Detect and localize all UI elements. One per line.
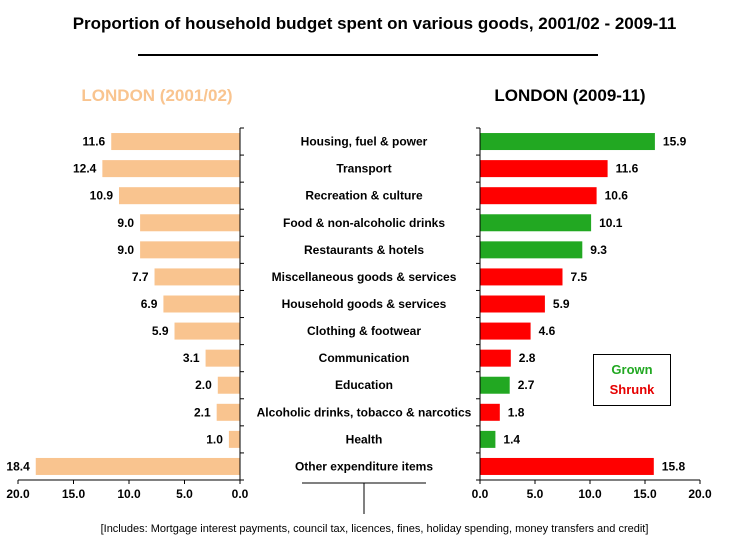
footnote: [Includes: Mortgage interest payments, c… bbox=[100, 523, 649, 535]
right-bar-value-label: 10.1 bbox=[599, 216, 623, 230]
category-label: Education bbox=[335, 378, 393, 392]
right-x-tick-label: 10.0 bbox=[578, 487, 602, 501]
right-x-tick-label: 0.0 bbox=[472, 487, 489, 501]
right-bar-value-label: 10.6 bbox=[605, 189, 629, 203]
right-bar-value-label: 1.8 bbox=[508, 405, 525, 419]
right-bar-value-label: 9.3 bbox=[590, 243, 607, 257]
category-label: Clothing & footwear bbox=[307, 324, 421, 338]
title-divider bbox=[138, 54, 598, 56]
left-bar bbox=[217, 376, 240, 394]
left-bar-value-label: 10.9 bbox=[90, 189, 114, 203]
category-label: Other expenditure items bbox=[295, 459, 433, 473]
left-bar bbox=[119, 187, 240, 205]
category-label: Health bbox=[346, 432, 383, 446]
left-panel-header: LONDON (2001/02) bbox=[81, 86, 233, 105]
right-bar bbox=[480, 187, 597, 205]
left-bar bbox=[102, 160, 240, 178]
left-bar bbox=[111, 133, 241, 151]
left-bar bbox=[140, 241, 240, 259]
right-bar bbox=[480, 241, 583, 259]
left-bar bbox=[163, 295, 240, 313]
left-bar-value-label: 1.0 bbox=[206, 432, 223, 446]
right-bar bbox=[480, 457, 654, 475]
category-label: Housing, fuel & power bbox=[301, 135, 428, 149]
left-bar bbox=[205, 349, 240, 367]
right-bar-value-label: 2.7 bbox=[518, 378, 535, 392]
left-x-tick-label: 5.0 bbox=[176, 487, 193, 501]
right-bar bbox=[480, 160, 608, 178]
right-bar bbox=[480, 295, 545, 313]
left-bar-value-label: 2.0 bbox=[195, 378, 212, 392]
left-bar-value-label: 3.1 bbox=[183, 351, 200, 365]
category-label: Recreation & culture bbox=[305, 189, 423, 203]
legend-box: Grown Shrunk bbox=[593, 354, 671, 406]
category-label: Miscellaneous goods & services bbox=[272, 270, 457, 284]
right-x-tick-label: 20.0 bbox=[688, 487, 712, 501]
category-label: Household goods & services bbox=[282, 297, 447, 311]
left-bar bbox=[216, 403, 240, 421]
left-bar bbox=[174, 322, 240, 340]
right-bar bbox=[480, 430, 496, 448]
right-bar-value-label: 7.5 bbox=[571, 270, 588, 284]
legend-grown-label: Grown bbox=[611, 362, 653, 377]
left-bar bbox=[140, 214, 240, 232]
right-bar-value-label: 1.4 bbox=[503, 432, 520, 446]
right-bar bbox=[480, 133, 655, 151]
left-bar-value-label: 11.6 bbox=[83, 135, 106, 149]
right-bar bbox=[480, 403, 500, 421]
right-bar-value-label: 15.8 bbox=[662, 459, 686, 473]
legend-shrunk-label: Shrunk bbox=[609, 382, 655, 397]
left-bar-value-label: 12.4 bbox=[73, 162, 97, 176]
right-panel-header: LONDON (2009-11) bbox=[494, 86, 646, 105]
left-bar bbox=[228, 430, 240, 448]
left-bar-value-label: 2.1 bbox=[194, 405, 211, 419]
category-label: Restaurants & hotels bbox=[304, 243, 424, 257]
left-bar-value-label: 5.9 bbox=[152, 324, 169, 338]
right-bar-value-label: 15.9 bbox=[663, 135, 687, 149]
right-bar-value-label: 11.6 bbox=[616, 162, 639, 176]
right-bar bbox=[480, 268, 563, 286]
category-label: Transport bbox=[336, 162, 391, 176]
right-x-tick-label: 15.0 bbox=[633, 487, 657, 501]
right-x-tick-label: 5.0 bbox=[527, 487, 544, 501]
right-bar bbox=[480, 322, 531, 340]
right-bar-value-label: 5.9 bbox=[553, 297, 570, 311]
category-label: Communication bbox=[319, 351, 410, 365]
category-label: Food & non-alcoholic drinks bbox=[283, 216, 445, 230]
left-x-tick-label: 15.0 bbox=[62, 487, 86, 501]
right-bar bbox=[480, 376, 510, 394]
left-bar bbox=[154, 268, 240, 286]
right-bar bbox=[480, 214, 592, 232]
left-bar bbox=[35, 457, 241, 475]
left-x-tick-label: 20.0 bbox=[6, 487, 30, 501]
left-bar-value-label: 6.9 bbox=[141, 297, 158, 311]
right-bar-value-label: 4.6 bbox=[539, 324, 556, 338]
right-bar-value-label: 2.8 bbox=[519, 351, 536, 365]
left-bar-value-label: 9.0 bbox=[117, 216, 134, 230]
left-x-tick-label: 0.0 bbox=[232, 487, 249, 501]
left-bar-value-label: 9.0 bbox=[117, 243, 134, 257]
left-bar-value-label: 18.4 bbox=[6, 459, 30, 473]
right-bar bbox=[480, 349, 511, 367]
chart-title: Proportion of household budget spent on … bbox=[72, 14, 677, 33]
left-x-tick-label: 10.0 bbox=[117, 487, 141, 501]
left-bar-value-label: 7.7 bbox=[132, 270, 149, 284]
category-label: Alcoholic drinks, tobacco & narcotics bbox=[257, 405, 472, 419]
